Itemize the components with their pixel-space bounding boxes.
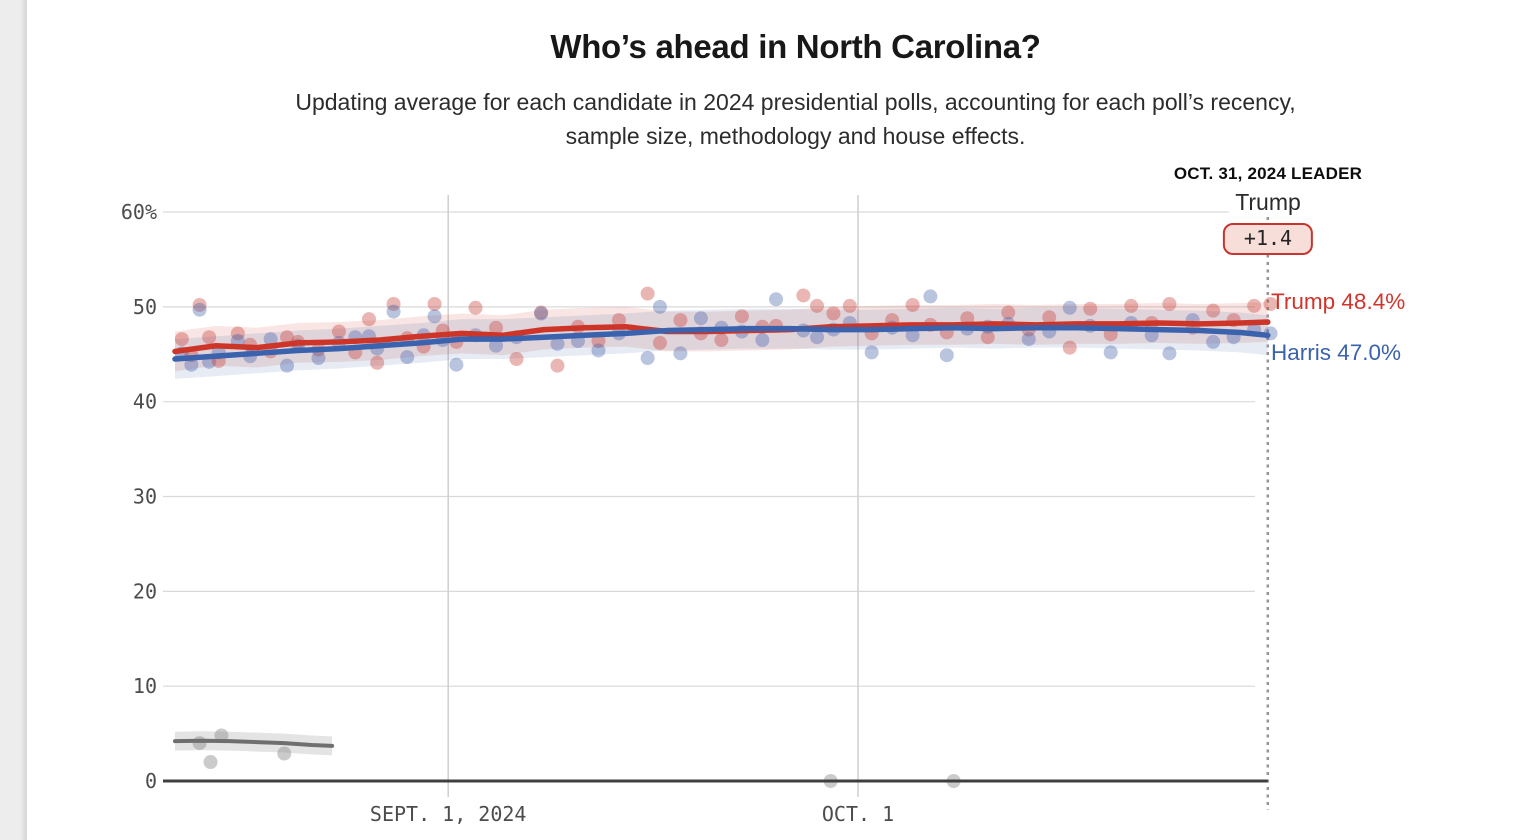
leader-date-label: OCT. 31, 2024 LEADER bbox=[1169, 164, 1367, 183]
poll-dot-harris bbox=[1103, 345, 1118, 360]
y-axis-tick-label: 60% bbox=[121, 200, 157, 224]
poll-dot-trump bbox=[361, 312, 376, 327]
poll-dot-trump bbox=[1206, 303, 1221, 318]
chart-title: Who’s ahead in North Carolina? bbox=[550, 28, 1041, 65]
poll-dot-trump bbox=[980, 330, 995, 345]
poll-dot-harris bbox=[427, 309, 442, 324]
poll-dot-harris bbox=[693, 311, 708, 326]
poll-dot-harris bbox=[673, 346, 688, 361]
leader-name: Trump bbox=[1229, 189, 1307, 215]
poll-dot-trump bbox=[427, 297, 442, 312]
poll-dot-trump bbox=[1124, 298, 1139, 313]
y-axis-tick-label: 50 bbox=[133, 295, 157, 319]
poll-dot-trump bbox=[1083, 301, 1098, 316]
poll-dot-trump bbox=[202, 330, 217, 345]
poll-dot-harris bbox=[400, 350, 415, 365]
poll-dot-harris bbox=[192, 302, 207, 317]
poll-dot-harris bbox=[923, 289, 938, 304]
poll-dot-harris bbox=[864, 345, 879, 360]
poll-dot-trump bbox=[1001, 305, 1016, 320]
poll-dot-harris bbox=[591, 343, 606, 358]
poll-dot-harris bbox=[1162, 346, 1177, 361]
poll-dot-trump bbox=[673, 313, 688, 328]
poll-dot-trump bbox=[386, 297, 401, 312]
poll-dot-trump bbox=[534, 305, 549, 320]
poll-dot-trump bbox=[280, 330, 295, 345]
poll-dot-trump bbox=[826, 306, 841, 321]
poll-dot-harris bbox=[1021, 332, 1036, 347]
poll-dot-harris bbox=[311, 351, 326, 366]
y-axis-tick-label: 30 bbox=[133, 485, 157, 509]
poll-dot-trump bbox=[611, 313, 626, 328]
poll-dot-harris bbox=[640, 351, 655, 366]
trend-line-other bbox=[173, 738, 335, 748]
leader-callout: OCT. 31, 2024 LEADER Trump +1.4 bbox=[1169, 164, 1367, 255]
poll-dot-trump bbox=[1162, 297, 1177, 312]
leader-margin-badge: +1.4 bbox=[1222, 223, 1314, 255]
y-axis-tick-label: 10 bbox=[133, 674, 157, 698]
poll-dot-trump bbox=[192, 297, 207, 312]
poll-dot-trump bbox=[509, 352, 524, 367]
poll-dot-trump bbox=[714, 333, 729, 348]
poll-dot-trump bbox=[640, 286, 655, 301]
poll-dot-harris bbox=[263, 332, 278, 347]
poll-dot-trump bbox=[1247, 298, 1262, 313]
poll-dot-trump bbox=[174, 332, 189, 347]
trend-line-harris bbox=[172, 324, 1271, 362]
poll-dot-trump bbox=[842, 298, 857, 313]
y-axis-tick-label: 40 bbox=[133, 390, 157, 414]
poll-dot-trump bbox=[734, 309, 749, 324]
poll-dot-trump bbox=[1042, 310, 1057, 325]
poll-dot-trump bbox=[331, 324, 346, 339]
poll-dot-harris bbox=[769, 292, 784, 307]
uncertainty-band-trump bbox=[175, 302, 1268, 372]
poll-dot-other bbox=[192, 736, 207, 751]
poll-dot-trump bbox=[489, 320, 504, 335]
subtitle-line-1: Updating average for each candidate in 2… bbox=[295, 89, 1296, 115]
poll-dot-trump bbox=[1263, 297, 1278, 312]
poll-dot-trump bbox=[1062, 340, 1077, 355]
poll-dot-trump bbox=[370, 355, 385, 370]
poll-dot-trump bbox=[905, 297, 920, 312]
poll-dot-harris bbox=[1062, 300, 1077, 315]
poll-dot-harris bbox=[755, 333, 770, 348]
poll-dot-harris bbox=[184, 357, 199, 372]
poll-dot-trump bbox=[796, 288, 811, 303]
poll-dot-harris bbox=[534, 306, 549, 321]
poll-dot-harris bbox=[386, 304, 401, 319]
poll-dot-harris bbox=[449, 357, 464, 372]
poll-dot-harris bbox=[939, 348, 954, 363]
y-axis-tick-label: 20 bbox=[133, 579, 157, 603]
poll-dot-trump bbox=[652, 335, 667, 350]
poll-dot-trump bbox=[810, 298, 825, 313]
poll-dot-harris bbox=[905, 328, 920, 343]
trump-endpoint-label: Trump 48.4% bbox=[1271, 289, 1406, 314]
poll-dot-harris bbox=[489, 338, 504, 353]
poll-dot-other bbox=[277, 746, 292, 761]
y-axis-tick-label: 0 bbox=[145, 769, 157, 793]
poll-dot-other bbox=[203, 755, 218, 770]
poll-dot-trump bbox=[550, 358, 565, 373]
poll-dot-trump bbox=[230, 326, 245, 341]
harris-endpoint-label: Harris 47.0% bbox=[1271, 340, 1402, 365]
poll-dot-trump bbox=[468, 300, 483, 315]
poll-dot-harris bbox=[280, 358, 295, 373]
poll-dot-harris bbox=[1206, 334, 1221, 349]
subtitle-line-2: sample size, methodology and house effec… bbox=[565, 123, 1026, 149]
poll-dot-harris bbox=[550, 336, 565, 351]
poll-dot-harris bbox=[810, 330, 825, 345]
poll-dot-harris bbox=[652, 299, 667, 314]
x-axis-tick-label: OCT. 1 bbox=[822, 802, 894, 826]
page-left-gutter bbox=[0, 0, 27, 840]
x-axis-tick-label: SEPT. 1, 2024 bbox=[370, 802, 527, 826]
chart-subtitle: Updating average for each candidate in 2… bbox=[70, 85, 1521, 153]
